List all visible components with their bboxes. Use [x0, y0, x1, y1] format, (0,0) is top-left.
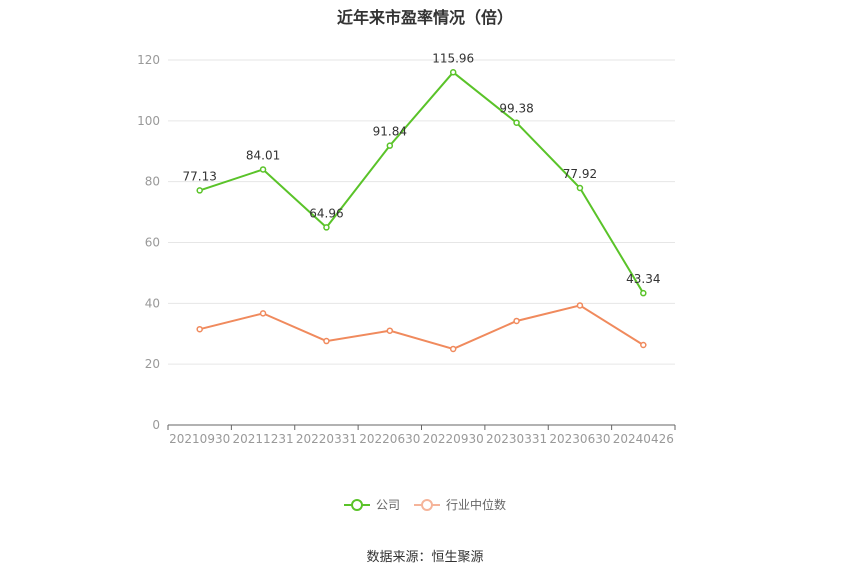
- legend-company-label: 公司: [375, 498, 400, 512]
- data-point[interactable]: [196, 325, 203, 333]
- grid-lines: [168, 59, 675, 365]
- y-tick-label: 80: [145, 175, 160, 189]
- data-source: 数据来源：恒生聚源: [366, 550, 484, 565]
- x-tick-label: 20220930: [423, 432, 484, 446]
- x-axis: 20210930 20211231 20220331 20220630 20220930…: [167, 424, 676, 446]
- legend-item-company[interactable]: 公司: [343, 496, 400, 513]
- data-label: 43.34: [626, 272, 660, 286]
- data-point[interactable]: [323, 337, 330, 345]
- data-point[interactable]: [640, 341, 647, 349]
- data-point[interactable]: [640, 289, 647, 297]
- data-label: 84.01: [246, 148, 280, 162]
- y-tick-label: 0: [152, 418, 160, 432]
- x-tick-label: 20220630: [359, 432, 420, 446]
- series-layer: [196, 69, 647, 353]
- data-point[interactable]: [576, 184, 584, 192]
- y-tick-label: 60: [145, 236, 160, 250]
- x-tick-label: 20240426: [613, 432, 674, 446]
- y-axis: 0 20 40 60 80 100 120: [137, 53, 160, 432]
- data-point[interactable]: [323, 224, 330, 231]
- data-label: 64.96: [309, 206, 343, 220]
- data-point[interactable]: [513, 119, 520, 126]
- line-chart: 0 20 40 60 80 100 120 20210930 20211231 20220331…: [137, 51, 676, 446]
- legend: 公司 行业中位数: [0, 496, 850, 513]
- data-point[interactable]: [259, 166, 267, 173]
- data-point[interactable]: [196, 187, 203, 194]
- legend-item-industry-median[interactable]: 行业中位数: [414, 496, 506, 513]
- legend-industry-marker-icon: [414, 498, 440, 511]
- data-point[interactable]: [513, 317, 520, 325]
- legend-company-marker-icon: [343, 498, 370, 511]
- data-label: 77.13: [183, 169, 217, 183]
- data-point[interactable]: [386, 327, 394, 334]
- x-tick-label: 20230630: [549, 432, 610, 446]
- series-line-1: [199, 304, 644, 351]
- y-tick-label: 20: [145, 357, 160, 371]
- data-point[interactable]: [449, 345, 457, 353]
- data-point[interactable]: [259, 310, 267, 317]
- data-labels: 77.13 84.01 64.96 91.84 115.96 99.38 77.92 43.3…: [183, 51, 661, 286]
- data-label: 91.84: [373, 125, 407, 139]
- x-tick-label: 20211231: [233, 432, 294, 446]
- data-point[interactable]: [386, 142, 394, 149]
- x-tick-label: 20220331: [296, 432, 357, 446]
- y-tick-label: 40: [145, 296, 160, 310]
- data-point[interactable]: [576, 302, 584, 309]
- data-label: 99.38: [499, 102, 533, 116]
- x-tick-label: 20210930: [169, 432, 230, 446]
- y-tick-label: 120: [137, 53, 160, 67]
- data-label: 77.92: [563, 167, 597, 181]
- data-point[interactable]: [449, 69, 457, 76]
- y-tick-label: 100: [137, 114, 160, 128]
- series-line-0: [199, 70, 645, 294]
- data-label: 115.96: [432, 51, 474, 65]
- x-tick-label: 20230331: [486, 432, 547, 446]
- chart-title: 近年来市盈率情况（倍）: [336, 8, 513, 27]
- legend-industry-label: 行业中位数: [446, 498, 507, 512]
